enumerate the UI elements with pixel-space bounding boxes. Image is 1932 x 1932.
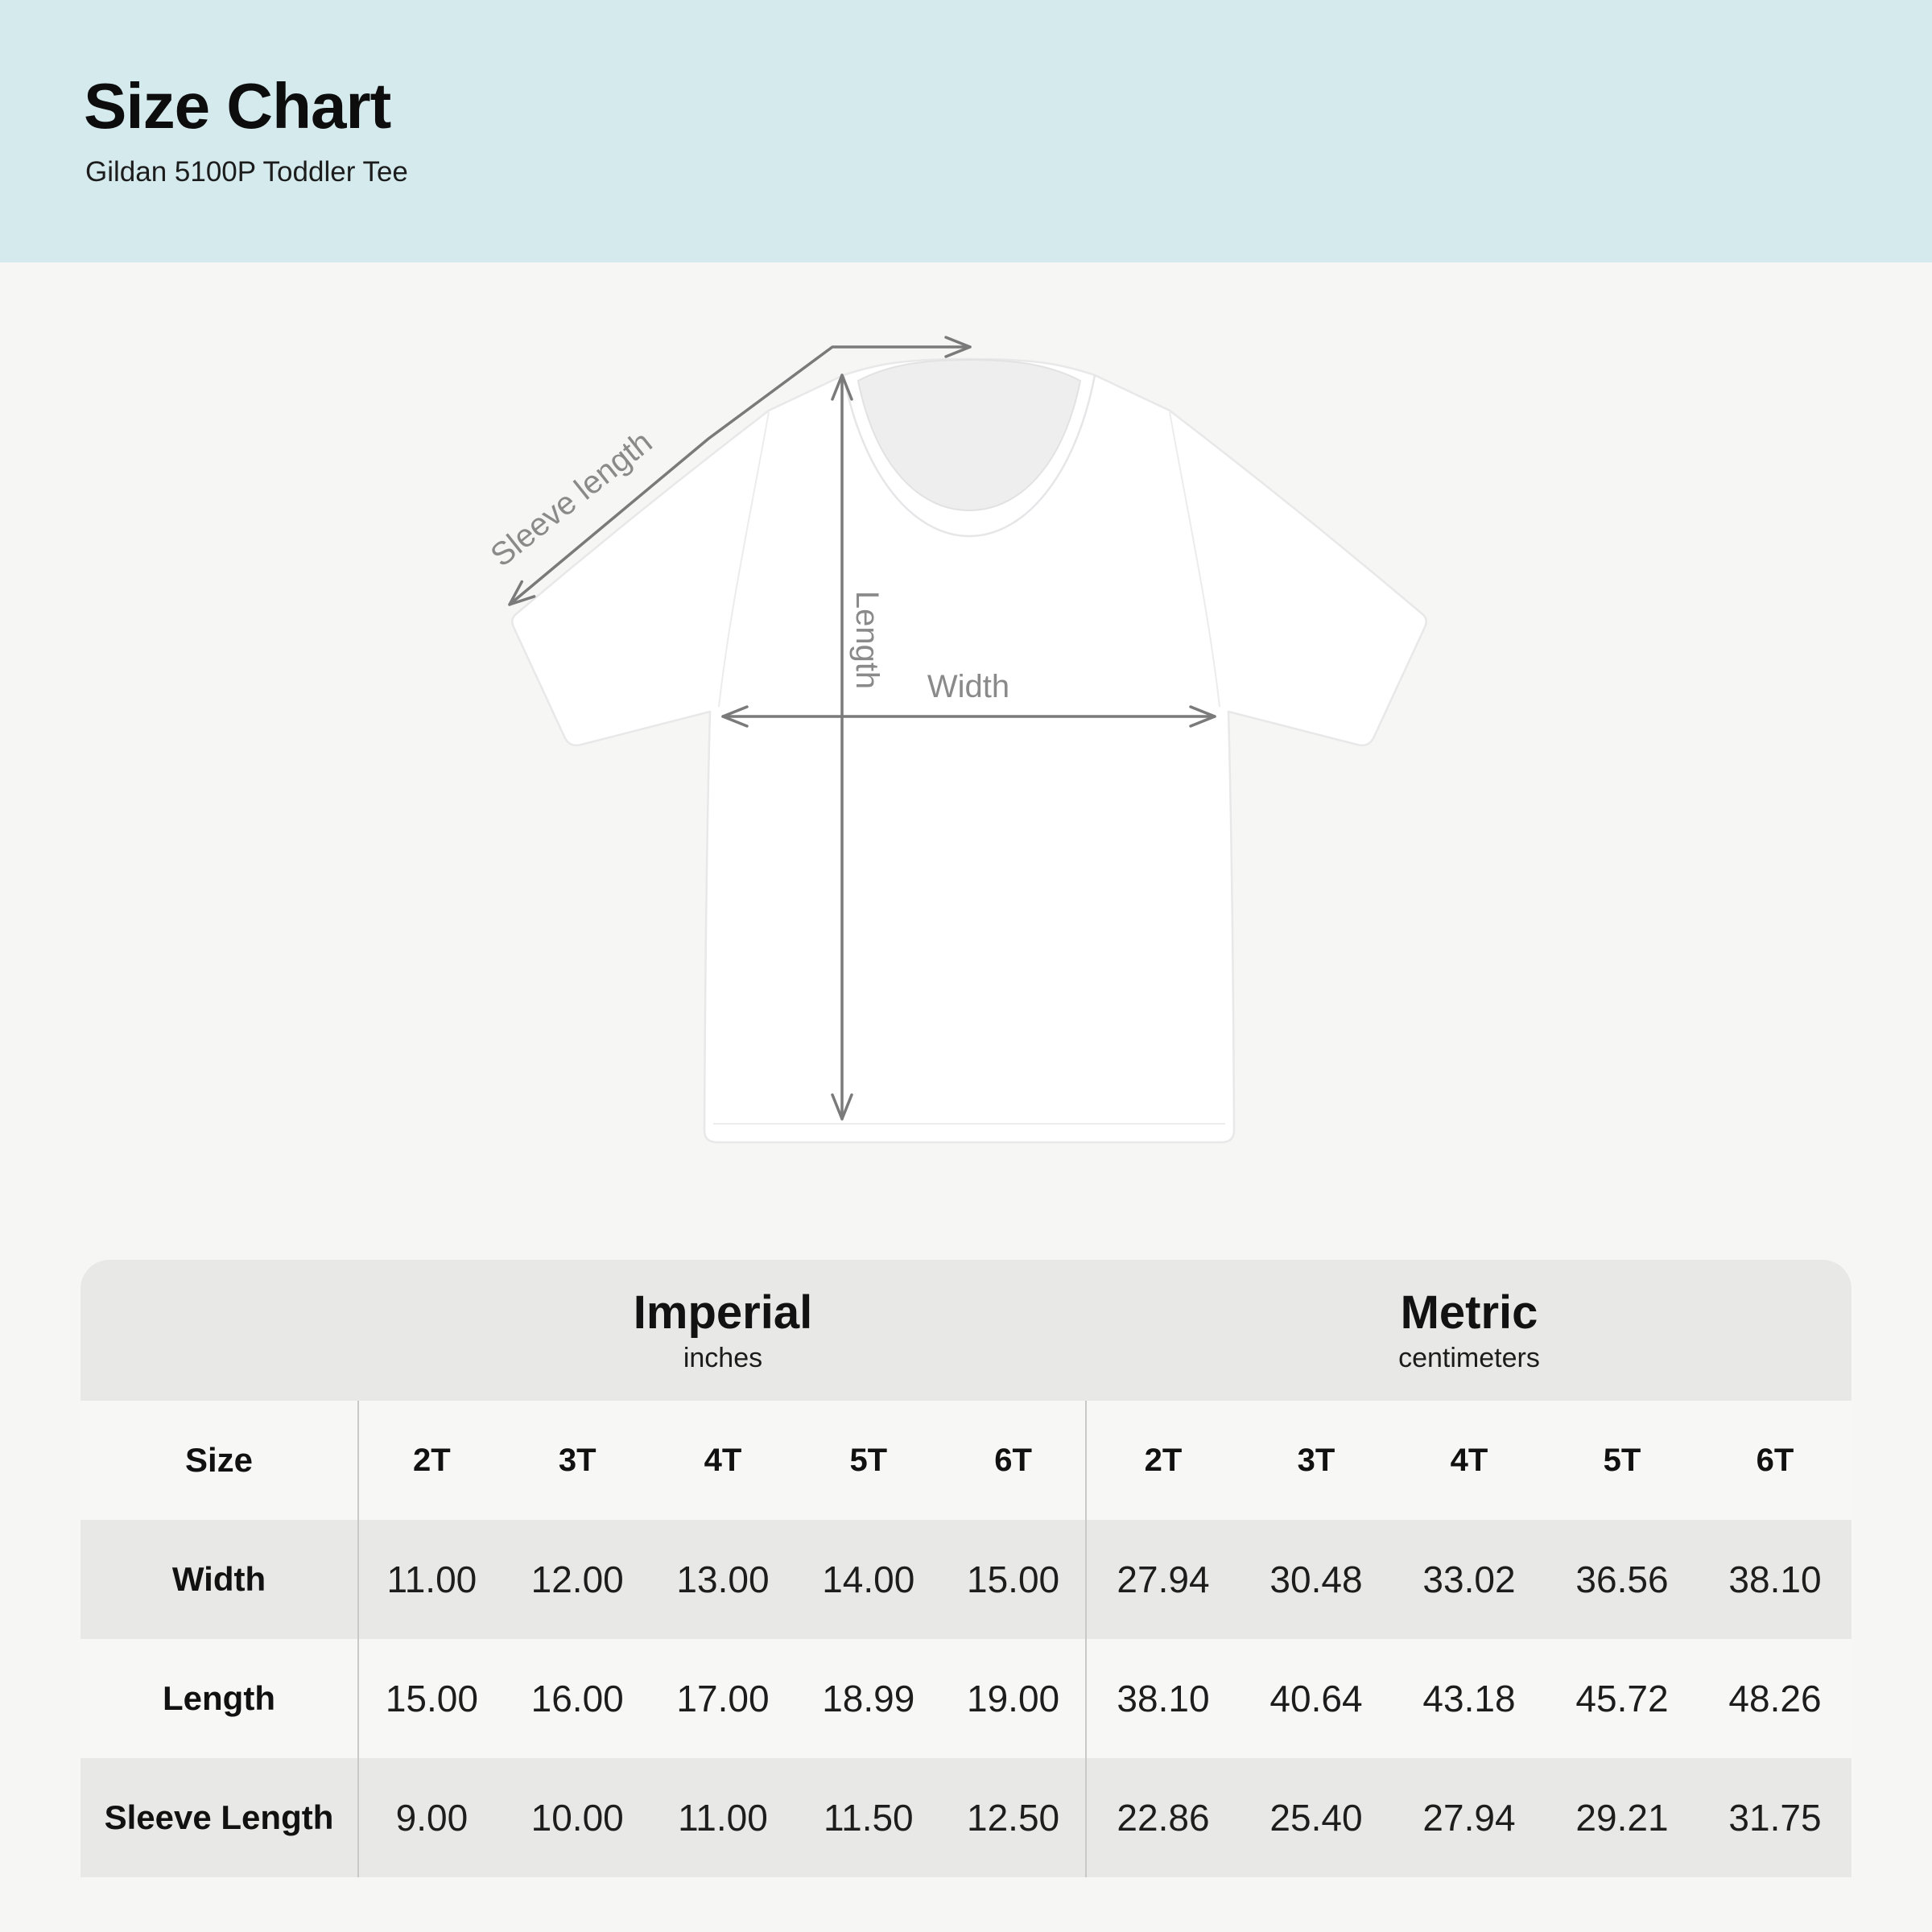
arrowhead-right-icon bbox=[944, 336, 972, 358]
metric-col-6t: 6T bbox=[1698, 1401, 1852, 1520]
width-metric-3t: 30.48 bbox=[1239, 1520, 1393, 1639]
imperial-group-header: Imperial inches bbox=[359, 1260, 1087, 1401]
sleeve-metric-5t: 29.21 bbox=[1545, 1758, 1699, 1877]
metric-col-2t: 2T bbox=[1086, 1401, 1240, 1520]
metric-col-3t: 3T bbox=[1239, 1401, 1393, 1520]
sleeve-imperial-6t: 12.50 bbox=[941, 1758, 1087, 1877]
collar-outer-seam bbox=[842, 374, 1096, 538]
sleeve-metric-3t: 25.40 bbox=[1239, 1758, 1393, 1877]
length-label: Length bbox=[849, 591, 885, 689]
arrowhead-left-icon bbox=[721, 705, 749, 728]
length-imperial-6t: 19.00 bbox=[941, 1639, 1087, 1758]
row-label-width: Width bbox=[80, 1520, 359, 1639]
width-imperial-5t: 14.00 bbox=[795, 1520, 942, 1639]
width-metric-5t: 36.56 bbox=[1545, 1520, 1699, 1639]
width-imperial-6t: 15.00 bbox=[941, 1520, 1087, 1639]
arrowhead-right2-icon bbox=[1189, 705, 1216, 728]
sleeve-length-arrow bbox=[508, 345, 972, 606]
sleeve-length-label: Sleeve length bbox=[484, 424, 658, 574]
sleeve-imperial-2t: 9.00 bbox=[359, 1758, 505, 1877]
imperial-col-4t: 4T bbox=[650, 1401, 796, 1520]
row-label-sleeve-length: Sleeve Length bbox=[80, 1758, 359, 1877]
metric-col-4t: 4T bbox=[1392, 1401, 1546, 1520]
imperial-col-5t: 5T bbox=[795, 1401, 942, 1520]
length-metric-4t: 43.18 bbox=[1392, 1639, 1546, 1758]
width-label: Width bbox=[927, 669, 1009, 704]
sleeve-imperial-5t: 11.50 bbox=[795, 1758, 942, 1877]
imperial-unit: inches bbox=[683, 1342, 763, 1373]
length-imperial-2t: 15.00 bbox=[359, 1639, 505, 1758]
width-imperial-3t: 12.00 bbox=[504, 1520, 650, 1639]
size-table: Imperial inches Metric centimeters Size … bbox=[80, 1260, 1852, 1877]
page-title: Size Chart bbox=[84, 70, 391, 142]
collar-opening bbox=[857, 358, 1082, 512]
tshirt-seams bbox=[713, 411, 1225, 1125]
width-metric-6t: 38.10 bbox=[1698, 1520, 1852, 1639]
length-imperial-4t: 17.00 bbox=[650, 1639, 796, 1758]
imperial-col-2t: 2T bbox=[359, 1401, 505, 1520]
arrowhead-up-icon bbox=[831, 374, 853, 401]
header-band: Size Chart Gildan 5100P Toddler Tee bbox=[0, 0, 1932, 262]
band-corner bbox=[80, 1260, 359, 1401]
metric-unit: centimeters bbox=[1398, 1342, 1540, 1373]
sleeve-metric-6t: 31.75 bbox=[1698, 1758, 1852, 1877]
measurement-arrows bbox=[508, 336, 1216, 1121]
page-subtitle: Gildan 5100P Toddler Tee bbox=[85, 156, 408, 188]
metric-title: Metric bbox=[1400, 1286, 1538, 1339]
length-imperial-5t: 18.99 bbox=[795, 1639, 942, 1758]
imperial-col-3t: 3T bbox=[504, 1401, 650, 1520]
length-metric-5t: 45.72 bbox=[1545, 1639, 1699, 1758]
metric-col-5t: 5T bbox=[1545, 1401, 1699, 1520]
width-imperial-2t: 11.00 bbox=[359, 1520, 505, 1639]
length-metric-3t: 40.64 bbox=[1239, 1639, 1393, 1758]
width-metric-4t: 33.02 bbox=[1392, 1520, 1546, 1639]
sleeve-metric-4t: 27.94 bbox=[1392, 1758, 1546, 1877]
row-label-length: Length bbox=[80, 1639, 359, 1758]
size-column-header: Size bbox=[80, 1401, 359, 1520]
arrowhead-down-icon bbox=[831, 1093, 853, 1121]
sleeve-imperial-4t: 11.00 bbox=[650, 1758, 796, 1877]
sleeve-imperial-3t: 10.00 bbox=[504, 1758, 650, 1877]
width-imperial-4t: 13.00 bbox=[650, 1520, 796, 1639]
imperial-col-6t: 6T bbox=[941, 1401, 1087, 1520]
arrowhead-sleeve-icon bbox=[508, 580, 536, 606]
sleeve-metric-2t: 22.86 bbox=[1086, 1758, 1240, 1877]
tshirt-body bbox=[510, 357, 1428, 1144]
length-metric-2t: 38.10 bbox=[1086, 1639, 1240, 1758]
width-metric-2t: 27.94 bbox=[1086, 1520, 1240, 1639]
length-imperial-3t: 16.00 bbox=[504, 1639, 650, 1758]
tshirt-illustration bbox=[510, 357, 1428, 1144]
metric-group-header: Metric centimeters bbox=[1086, 1260, 1852, 1401]
length-metric-6t: 48.26 bbox=[1698, 1639, 1852, 1758]
imperial-title: Imperial bbox=[633, 1286, 813, 1339]
